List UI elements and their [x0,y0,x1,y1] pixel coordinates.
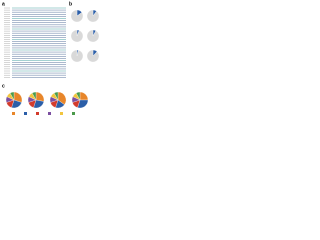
pie-slice [70,49,84,63]
figure: a b c [2,1,100,115]
legend-swatch [72,112,75,115]
pie-slice [9,91,15,101]
pie-slice [70,9,84,23]
pie-slice [79,91,89,101]
legend-swatch [48,112,51,115]
pie-slice [86,29,100,43]
legend-swatch [24,112,27,115]
pie-slice [31,91,37,101]
pie-slice [86,49,100,63]
panel-label: b [69,1,72,7]
legend-swatch [36,112,39,115]
legend-swatch [60,112,63,115]
pie-slice [75,91,81,101]
trace-panel [4,7,66,78]
panel-label: c [2,83,5,89]
pie-slice [53,91,59,101]
pie-slice [86,9,100,23]
pie-slice [35,91,45,102]
panel-label: a [2,1,5,7]
legend-swatch [12,112,15,115]
pie-slice [70,29,84,43]
legend [12,112,75,115]
